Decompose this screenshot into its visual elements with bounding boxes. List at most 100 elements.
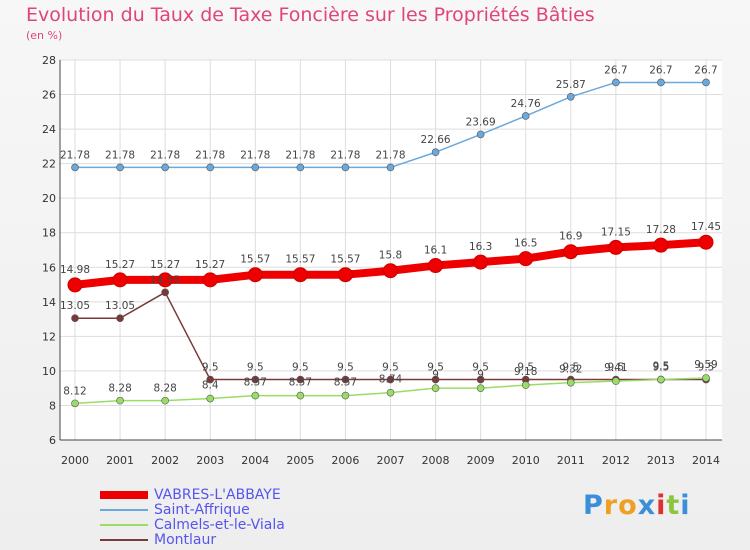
data-point (71, 314, 79, 323)
proxiti-logo: Proxiti (583, 490, 691, 521)
data-label: 15.27 (195, 259, 225, 271)
logo-letter: t (666, 490, 681, 521)
data-label: 21.78 (105, 149, 135, 161)
data-point (157, 272, 173, 288)
data-label: 22.66 (421, 134, 451, 146)
data-point (521, 112, 530, 120)
data-point (386, 163, 395, 172)
data-point (206, 375, 215, 384)
data-label: 9.5 (517, 362, 534, 374)
y-tick-label: 26 (42, 89, 56, 102)
data-label: 16.9 (559, 231, 582, 243)
data-point (116, 163, 124, 172)
data-point (341, 163, 350, 172)
logo-letter: P (583, 490, 604, 521)
data-point (698, 234, 714, 250)
series-layer (67, 78, 714, 408)
data-point (247, 267, 263, 283)
y-tick-label: 20 (42, 192, 56, 205)
data-point (161, 163, 169, 172)
data-label: 21.78 (195, 149, 225, 161)
x-tick-label: 2010 (512, 454, 540, 467)
data-label: 14.98 (60, 264, 90, 276)
data-label: 16.3 (469, 241, 492, 253)
data-point (71, 163, 79, 172)
data-label: 9.5 (608, 362, 625, 374)
data-label: 9.5 (202, 362, 219, 374)
data-labels-layer: 14.98 15.27 15.27 15.27 15.57 15.57 15.57 15.8 1… (60, 64, 721, 397)
data-label: 9.5 (653, 362, 670, 374)
data-label: 21.78 (240, 149, 270, 161)
data-point (292, 267, 308, 283)
data-label: 21.78 (60, 149, 90, 161)
x-tick-label: 2005 (286, 454, 314, 467)
x-tick-label: 2007 (377, 454, 405, 467)
x-tick-label: 2013 (647, 454, 675, 467)
data-point (116, 314, 124, 323)
y-axis-unit-label: (en %) (26, 29, 63, 42)
x-tick-label: 2009 (467, 454, 495, 467)
data-label: 9.5 (653, 361, 670, 373)
data-point (612, 78, 620, 87)
data-label: 15.27 (150, 259, 180, 271)
y-tick-label: 16 (42, 261, 56, 274)
data-point (702, 78, 710, 87)
data-label: 9 (477, 369, 484, 381)
data-label: 24.76 (511, 98, 541, 110)
data-point (563, 244, 579, 260)
data-point (473, 254, 489, 270)
data-label: 9 (432, 369, 439, 381)
data-label: 26.7 (694, 64, 717, 76)
data-label: 17.28 (646, 224, 676, 236)
data-point (251, 391, 260, 400)
data-label: 15.27 (105, 259, 135, 271)
data-point (386, 388, 395, 397)
x-tick-label: 2006 (331, 454, 359, 467)
x-tick-label: 2012 (602, 454, 630, 467)
x-tick-label: 2002 (151, 454, 179, 467)
data-label: 9.5 (562, 362, 579, 374)
data-point (341, 391, 350, 400)
legend: VABRES-L'ABBAYE Saint-Affrique Calmels-et-… (100, 487, 285, 548)
data-label: 9.5 (382, 362, 399, 374)
data-label: 13.05 (105, 300, 135, 312)
data-point (431, 375, 440, 384)
data-point (161, 396, 169, 405)
data-label: 15.8 (379, 250, 402, 262)
data-point (476, 375, 485, 384)
data-label: 26.7 (649, 64, 672, 76)
axes: 6 8 10 12 14 16 18 20 22 24 26 28 2000 2001 2002 2003 20… (42, 54, 722, 467)
data-point (657, 375, 665, 384)
data-label: 15.57 (285, 254, 315, 266)
data-label: 9.5 (427, 362, 444, 374)
data-point (386, 375, 395, 384)
logo-letter: r (603, 490, 619, 521)
logo-letter: i (656, 490, 667, 521)
data-label: 9.5 (698, 362, 715, 374)
data-point (296, 391, 305, 400)
data-label: 13.05 (60, 300, 90, 312)
data-point (521, 381, 530, 389)
legend-item: Saint-Affrique (100, 501, 285, 518)
y-tick-label: 10 (42, 365, 56, 378)
data-point (206, 394, 215, 403)
data-point (337, 267, 353, 283)
legend-swatch (100, 490, 148, 499)
legend-label: Saint-Affrique (154, 501, 250, 518)
data-label: 8.74 (379, 374, 403, 386)
data-point (608, 239, 624, 255)
legend-label: Montlaur (154, 531, 217, 548)
data-label: 17.15 (601, 226, 631, 238)
legend-swatch (100, 538, 148, 541)
data-point (116, 396, 124, 405)
data-label: 9.5 (292, 362, 309, 374)
data-point (206, 163, 215, 172)
y-tick-label: 24 (42, 123, 56, 136)
data-point (383, 263, 398, 279)
data-label: 21.78 (150, 149, 180, 161)
data-label: 17.45 (691, 221, 721, 233)
data-label: 16.1 (424, 245, 447, 257)
data-label: 9.32 (559, 364, 582, 376)
data-label: 9.5 (337, 362, 354, 374)
data-label: 23.69 (466, 116, 496, 128)
